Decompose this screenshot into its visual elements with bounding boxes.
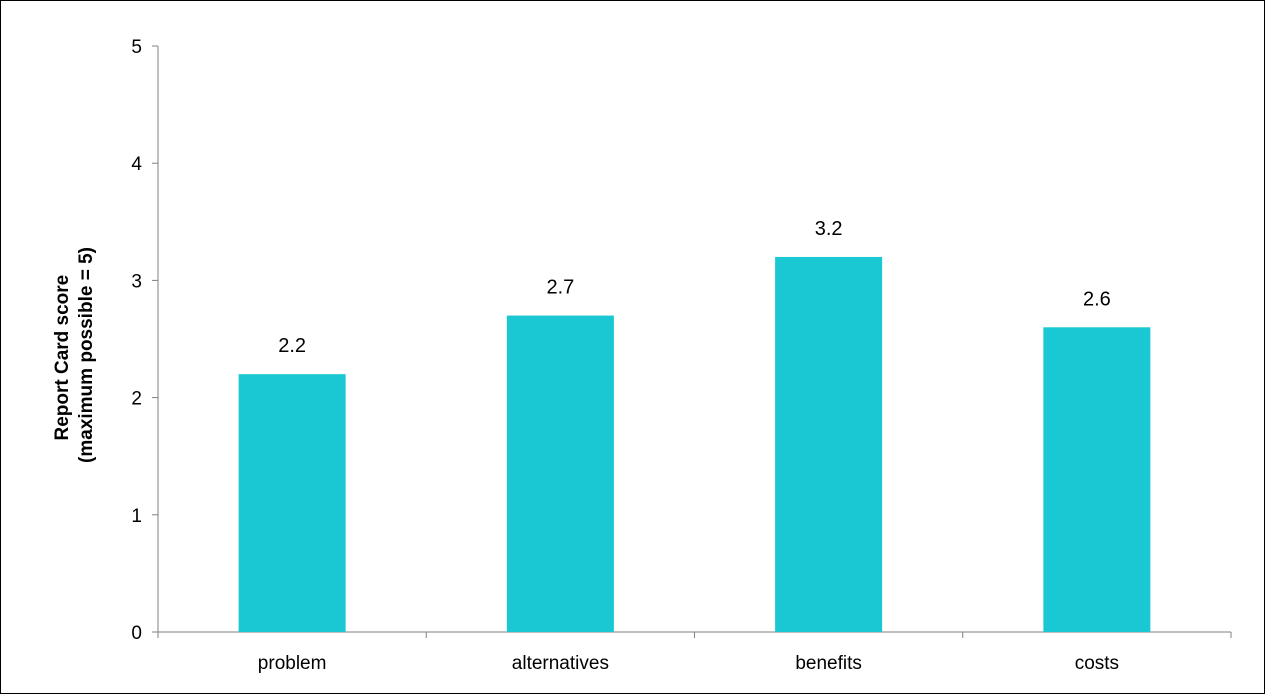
y-tick-label: 4 <box>131 154 142 175</box>
data-label-costs: 2.6 <box>1083 288 1111 310</box>
bars <box>238 256 1151 632</box>
data-label-benefits: 3.2 <box>815 218 843 240</box>
y-tick-label: 5 <box>131 37 142 58</box>
y-tick-label: 0 <box>131 623 142 644</box>
category-label-benefits: benefits <box>795 653 862 674</box>
category-label-costs: costs <box>1075 653 1119 674</box>
y-tick-label: 2 <box>131 389 142 410</box>
data-label-problem: 2.2 <box>278 335 306 357</box>
y-tick-label: 1 <box>131 506 142 527</box>
bar-costs <box>1043 327 1151 632</box>
labels: 2.2 problem 2.7 alternatives 3.2 benefits 2.6 c… <box>258 218 1119 674</box>
y-axis-label-line-2: (maximum possible = 5) <box>76 247 97 463</box>
bar-benefits <box>775 256 883 632</box>
category-label-problem: problem <box>258 653 327 674</box>
category-label-alternatives: alternatives <box>512 653 609 674</box>
bar-alternatives <box>506 315 614 632</box>
y-axis-label: Report Card score (maximum possible = 5) <box>52 247 97 463</box>
y-tick-label: 3 <box>131 271 142 292</box>
y-axis-label-line-1: Report Card score <box>52 275 73 441</box>
data-label-alternatives: 2.7 <box>546 277 574 299</box>
bar-problem <box>238 374 346 632</box>
